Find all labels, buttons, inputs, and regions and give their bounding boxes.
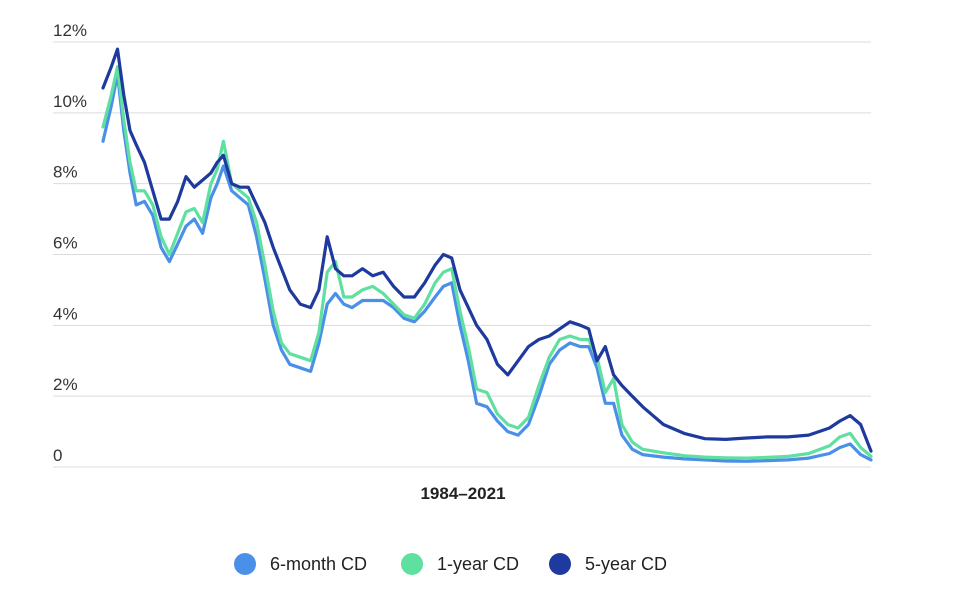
grid-lines [53,41,871,468]
y-tick-label: 0 [53,446,62,465]
y-axis-ticks: 0 2% 4% 6% 8% 10% 12% [53,21,87,465]
series-lines [101,47,873,463]
y-tick-label: 8% [53,163,78,182]
legend-swatch-5-year-cd [549,553,571,575]
y-tick-label: 4% [53,304,78,323]
legend-label-5-year-cd: 5-year CD [585,554,667,574]
x-axis-title: 1984–2021 [420,484,505,503]
legend-label-6-month-cd: 6-month CD [270,554,367,574]
series-line-6-month-cd [101,72,873,463]
series-line-1-year-cd [101,65,873,460]
y-tick-label: 2% [53,375,78,394]
legend: 6-month CD 1-year CD 5-year CD [234,553,667,575]
legend-label-1-year-cd: 1-year CD [437,554,519,574]
legend-swatch-6-month-cd [234,553,256,575]
legend-swatch-1-year-cd [401,553,423,575]
y-tick-label: 12% [53,21,87,40]
series-line-5-year-cd [101,47,873,453]
y-tick-label: 6% [53,234,78,253]
y-tick-label: 10% [53,92,87,111]
